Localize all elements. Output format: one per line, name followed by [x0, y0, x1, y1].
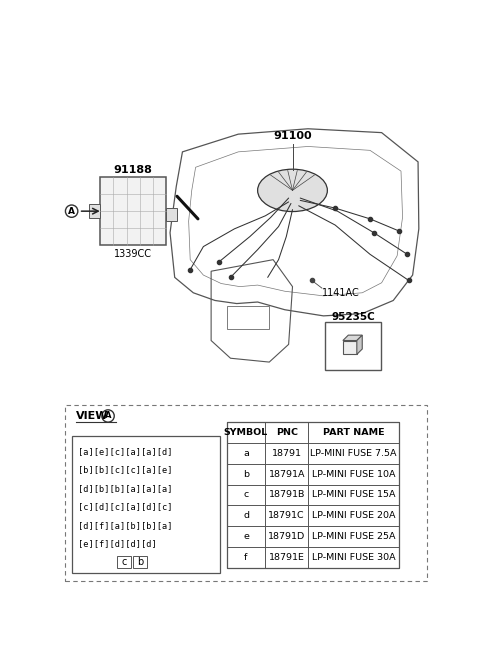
Text: LP-MINI FUSE 20A: LP-MINI FUSE 20A [312, 511, 396, 520]
Text: PART NAME: PART NAME [323, 428, 384, 437]
Text: 18791D: 18791D [268, 532, 305, 541]
Text: 91100: 91100 [273, 131, 312, 142]
Text: LP-MINI FUSE 15A: LP-MINI FUSE 15A [312, 491, 396, 499]
Text: A: A [68, 207, 75, 216]
Text: LP-MINI FUSE 7.5A: LP-MINI FUSE 7.5A [311, 449, 397, 458]
Bar [89, 204, 100, 218]
Bar [65, 405, 427, 581]
Text: PNC: PNC [276, 428, 298, 437]
Text: [a][e][c][a][a][d]: [a][e][c][a][a][d] [78, 447, 172, 456]
Polygon shape [343, 335, 362, 340]
Text: [d][b][b][a][a][a]: [d][b][b][a][a][a] [78, 484, 172, 493]
Text: 18791E: 18791E [269, 553, 305, 562]
Text: a: a [243, 449, 249, 458]
Text: 18791A: 18791A [268, 470, 305, 479]
Bar [100, 177, 166, 245]
Text: b: b [243, 470, 249, 479]
Bar [117, 556, 132, 569]
Bar [166, 207, 177, 222]
Text: LP-MINI FUSE 30A: LP-MINI FUSE 30A [312, 553, 396, 562]
Bar [227, 422, 399, 567]
Text: f: f [244, 553, 248, 562]
Text: c: c [243, 491, 249, 499]
Ellipse shape [258, 169, 327, 211]
Bar [343, 340, 357, 354]
Text: A: A [105, 411, 111, 420]
Text: 1141AC: 1141AC [322, 288, 360, 298]
Text: LP-MINI FUSE 25A: LP-MINI FUSE 25A [312, 532, 396, 541]
Text: SYMBOL: SYMBOL [224, 428, 268, 437]
Text: [b][b][c][c][a][e]: [b][b][c][c][a][e] [78, 465, 172, 474]
Text: c: c [121, 558, 127, 567]
Bar [227, 306, 269, 329]
Text: [d][f][a][b][b][a]: [d][f][a][b][b][a] [78, 521, 172, 530]
Text: [c][d][c][a][d][c]: [c][d][c][a][d][c] [78, 502, 172, 511]
Text: 18791C: 18791C [268, 511, 305, 520]
Bar [325, 322, 381, 370]
Text: [e][f][d][d][d]: [e][f][d][d][d] [78, 539, 156, 548]
Text: b: b [137, 558, 143, 567]
Text: 91188: 91188 [114, 165, 153, 175]
Bar [133, 556, 147, 569]
Text: d: d [243, 511, 249, 520]
Text: 95235C: 95235C [331, 312, 375, 321]
Text: 1339CC: 1339CC [114, 249, 152, 259]
Text: e: e [243, 532, 249, 541]
Text: LP-MINI FUSE 10A: LP-MINI FUSE 10A [312, 470, 396, 479]
Bar [72, 436, 220, 573]
Text: 18791B: 18791B [268, 491, 305, 499]
Text: 18791: 18791 [272, 449, 302, 458]
Polygon shape [357, 335, 362, 354]
Text: VIEW: VIEW [75, 411, 108, 421]
